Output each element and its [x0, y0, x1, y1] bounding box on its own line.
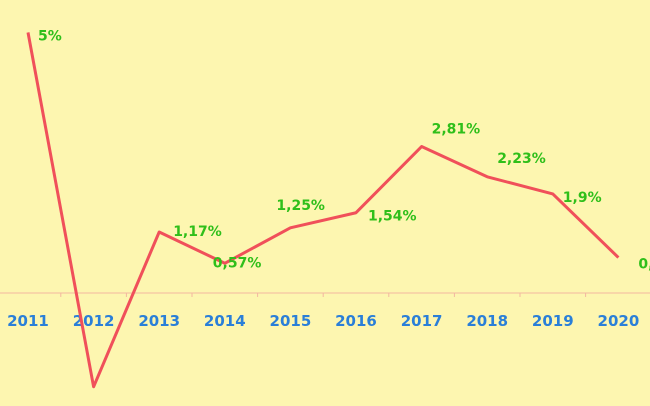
data-labels: 5% 1,17% 0,57% 1,25% 1,54% 2,81% 2,23% 1,9% 0,68… [38, 28, 650, 272]
x-tick-label: 2015 [270, 312, 312, 330]
series-line [26, 32, 620, 389]
x-tick-label: 2013 [138, 312, 180, 330]
x-tick-label: 2016 [335, 312, 377, 330]
x-axis-ticks: 2011 2012 2013 2014 2015 2016 2017 2018 2019 2020 [7, 292, 640, 330]
data-label: 2,23% [497, 151, 546, 167]
x-tick-label: 2011 [7, 312, 49, 330]
data-label: 1,9% [563, 190, 602, 206]
data-label: 0,57% [213, 255, 262, 271]
x-tick-label: 2020 [598, 312, 640, 330]
data-label: 0,68% [638, 257, 650, 273]
x-tick-label: 2017 [401, 312, 443, 330]
x-tick-label: 2019 [532, 312, 574, 330]
x-tick-label: 2014 [204, 312, 246, 330]
data-label: 1,25% [276, 198, 325, 214]
data-label: 1,17% [173, 224, 222, 240]
data-label: 1,54% [368, 209, 417, 225]
x-tick-label: 2018 [466, 312, 508, 330]
data-label: 2,81% [432, 122, 481, 138]
data-label: 5% [38, 28, 62, 44]
